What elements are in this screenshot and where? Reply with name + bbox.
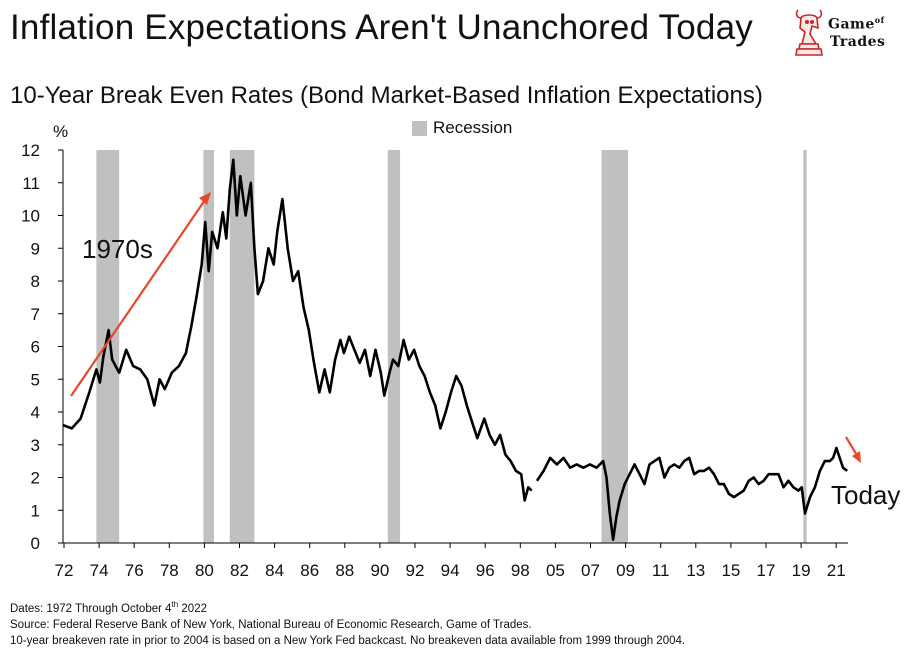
y-tick-label-0: 0 (31, 534, 40, 553)
y-tick-label-10: 10 (21, 207, 40, 226)
x-tick-label-78: 78 (160, 561, 179, 580)
logo-wordmark: Gameof Trades (828, 15, 886, 50)
footer-note: 10-year breakeven rate in prior to 2004 … (10, 634, 686, 647)
chart-footer: Dates: 1972 Through October 4th 2022 Sou… (10, 597, 685, 649)
y-tick-label-4: 4 (31, 403, 40, 422)
y-tick-label-12: 12 (21, 141, 40, 160)
falling-trend-arrowhead (852, 451, 861, 463)
today-annotation: Today (831, 480, 900, 510)
x-tick-label-84: 84 (265, 561, 284, 580)
rising-trend-arrow (70, 196, 208, 397)
footer-dates: Dates: 1972 Through October 4th 2022 (10, 600, 207, 615)
x-tick-label-92: 92 (406, 561, 425, 580)
x-tick-label-15: 15 (721, 561, 740, 580)
x-tick-label-86: 86 (300, 561, 319, 580)
y-tick-label-2: 2 (31, 469, 40, 488)
x-tick-label-82: 82 (230, 561, 249, 580)
recession-bands (96, 150, 807, 543)
x-tick-label-17: 17 (757, 561, 776, 580)
recession-band-6 (803, 150, 807, 543)
y-axis-unit: % (53, 122, 69, 141)
recession-band-4 (387, 150, 401, 543)
x-tick-label-94: 94 (441, 561, 460, 580)
x-tick-label-13: 13 (686, 561, 705, 580)
rising-trend-arrowhead (199, 192, 211, 205)
x-tick-label-21: 21 (827, 561, 846, 580)
x-tick-label-07: 07 (581, 561, 600, 580)
y-tick-label-5: 5 (31, 370, 40, 389)
x-tick-label-74: 74 (90, 561, 109, 580)
bull-knight-chess-icon (795, 9, 823, 56)
chart-axes (62, 150, 848, 544)
recession-band-3 (229, 150, 255, 543)
x-tick-label-72: 72 (55, 561, 74, 580)
y-tick-label-8: 8 (31, 272, 40, 291)
x-tick-label-76: 76 (125, 561, 144, 580)
recession-legend-swatch (412, 120, 427, 136)
x-tick-label-88: 88 (335, 561, 354, 580)
footer-source: Source: Federal Reserve Bank of New York… (10, 618, 532, 631)
x-tick-label-09: 09 (616, 561, 635, 580)
recession-legend-label: Recession (433, 118, 513, 137)
x-tick-label-05: 05 (546, 561, 565, 580)
x-axis-ticks: 72 74 76 78 80 82 84 86 88 90 92 94 96 98 05 07 09 11 13 15… (55, 543, 846, 580)
page-title: Inflation Expectations Aren't Unanchored… (10, 8, 753, 47)
x-tick-label-90: 90 (370, 561, 389, 580)
y-tick-label-7: 7 (31, 305, 40, 324)
x-tick-label-96: 96 (476, 561, 495, 580)
y-tick-label-3: 3 (31, 436, 40, 455)
x-tick-label-11: 11 (652, 561, 670, 580)
chart-legend: Recession (412, 118, 512, 138)
y-tick-label-6: 6 (31, 338, 40, 357)
era-annotation: 1970s (82, 234, 153, 264)
y-tick-label-11: 11 (22, 174, 40, 193)
breakeven-rate-line (62, 158, 848, 541)
chart-subtitle: 10-Year Break Even Rates (Bond Market-Ba… (10, 82, 763, 109)
recession-band-1 (96, 150, 120, 543)
chart-annotations: 1970s Today (70, 192, 900, 510)
x-tick-label-98: 98 (511, 561, 530, 580)
y-tick-label-1: 1 (31, 501, 40, 520)
recession-band-2 (203, 150, 214, 543)
x-tick-label-80: 80 (195, 561, 214, 580)
game-of-trades-logo: Gameof Trades (792, 4, 908, 64)
x-tick-label-19: 19 (792, 561, 811, 580)
y-tick-label-9: 9 (31, 239, 40, 258)
